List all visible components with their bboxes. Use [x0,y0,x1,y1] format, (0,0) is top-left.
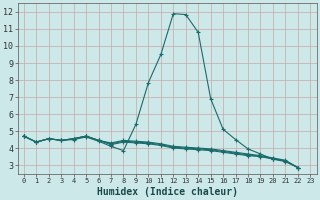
X-axis label: Humidex (Indice chaleur): Humidex (Indice chaleur) [97,186,237,197]
